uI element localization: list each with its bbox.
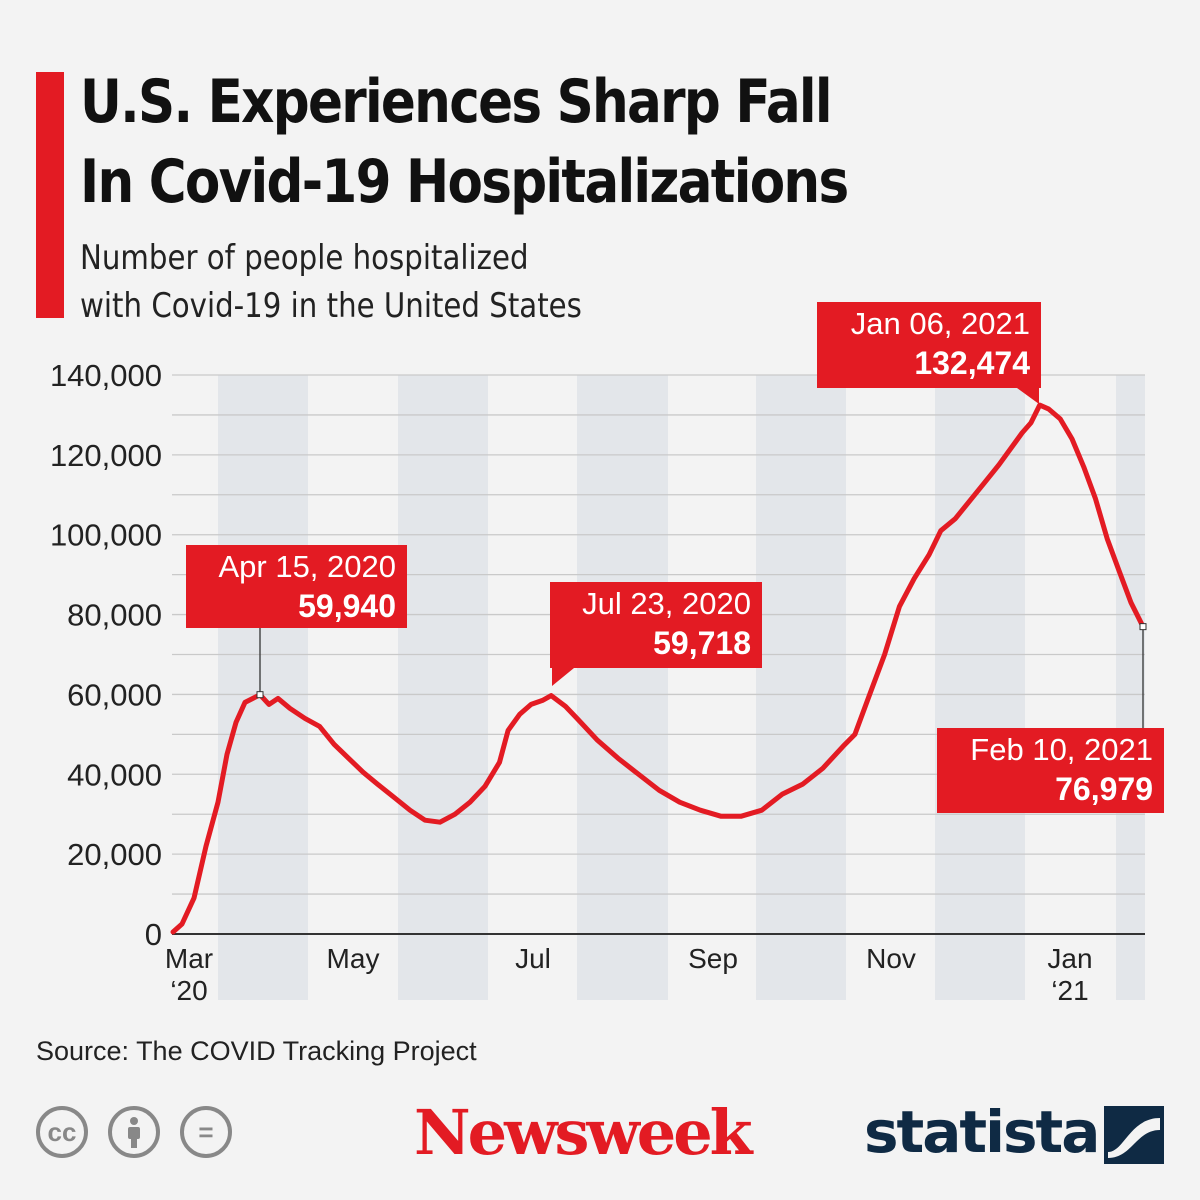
annotation-value: 132,474 [914, 345, 1030, 381]
month-band [935, 375, 1025, 1000]
month-band [218, 375, 308, 1000]
y-tick-label: 20,000 [67, 837, 162, 872]
annotation-pointer [552, 668, 574, 686]
title-accent-bar [36, 72, 64, 318]
source-note: Source: The COVID Tracking Project [36, 1036, 477, 1066]
by-icon [108, 1106, 160, 1158]
page-title: U.S. Experiences Sharp Fall In Covid-19 … [80, 62, 849, 222]
statista-logo: statista [864, 1098, 1100, 1166]
annotation-box [817, 302, 1041, 388]
annotation-value: 76,979 [1055, 771, 1153, 807]
x-tick-label: Jul [515, 943, 551, 974]
nd-icon: = [180, 1106, 232, 1158]
y-tick-label: 40,000 [67, 757, 162, 792]
annotation-pointer [1017, 388, 1039, 404]
annotation-value: 59,718 [653, 625, 751, 661]
statista-logo-icon [1104, 1106, 1164, 1164]
annotation-date: Apr 15, 2020 [218, 549, 396, 584]
annotation-date: Jul 23, 2020 [582, 586, 751, 621]
subtitle: Number of people hospitalized with Covid… [80, 234, 582, 330]
subtitle-line-1: Number of people hospitalized [80, 238, 529, 278]
series-line-hospitalized [170, 402, 1146, 935]
title-line-2: In Covid-19 Hospitalizations [80, 147, 849, 217]
x-tick-label: Sep [688, 943, 738, 974]
x-tick-label: Nov [866, 943, 916, 974]
y-tick-label: 120,000 [50, 438, 162, 473]
y-tick-label: 0 [145, 917, 162, 952]
annotation-box [186, 545, 407, 628]
x-tick-year-label: ‘20 [170, 975, 207, 1006]
month-band [577, 375, 668, 1000]
annotation-marker [256, 691, 264, 699]
annotation-value: 59,940 [298, 588, 396, 624]
y-tick-label: 100,000 [50, 518, 162, 553]
annotation-date: Jan 06, 2021 [851, 306, 1030, 341]
x-tick-label: Mar [165, 943, 213, 974]
subtitle-line-2: with Covid-19 in the United States [80, 286, 582, 326]
annotation-box [550, 582, 762, 668]
title-line-1: U.S. Experiences Sharp Fall [80, 67, 833, 137]
month-band [1116, 375, 1145, 1000]
x-tick-year-label: ‘21 [1051, 975, 1088, 1006]
x-tick-label: Jan [1047, 943, 1092, 974]
y-tick-label: 140,000 [50, 358, 162, 393]
annotation-date: Feb 10, 2021 [970, 732, 1153, 767]
y-tick-label: 60,000 [67, 677, 162, 712]
annotation-marker [1139, 623, 1147, 631]
y-tick-label: 80,000 [67, 598, 162, 633]
annotation-box [937, 728, 1164, 813]
month-band [756, 375, 846, 1000]
month-band [398, 375, 488, 1000]
x-tick-label: May [327, 943, 380, 974]
newsweek-logo: Newsweek [414, 1096, 753, 1169]
cc-icon: cc [36, 1106, 88, 1158]
